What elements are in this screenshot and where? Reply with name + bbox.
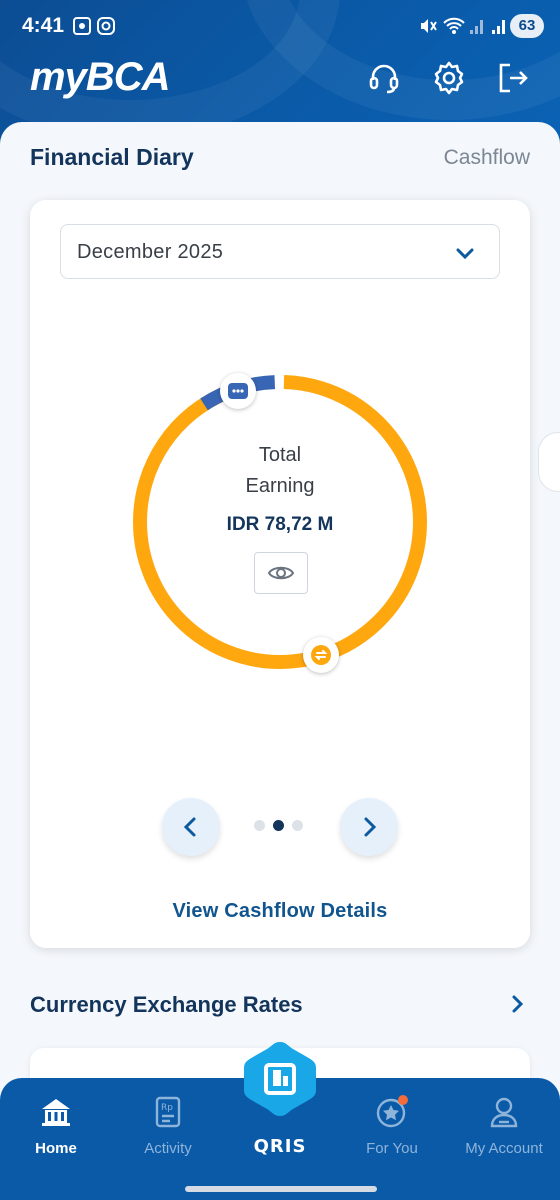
section-title-currency: Currency Exchange Rates xyxy=(30,992,303,1017)
battery-indicator: 63 xyxy=(510,14,544,38)
notification-dot xyxy=(398,1095,408,1105)
previous-button[interactable] xyxy=(162,798,220,856)
signal-icon xyxy=(468,16,486,41)
mute-icon xyxy=(418,16,438,41)
transfer-icon xyxy=(311,645,331,665)
next-button[interactable] xyxy=(340,798,398,856)
pager-dot xyxy=(254,820,265,831)
support-button[interactable] xyxy=(364,58,404,98)
nav-for-you[interactable]: For You xyxy=(337,1094,447,1157)
nav-home[interactable]: Home xyxy=(1,1094,111,1157)
pager-dot-active xyxy=(273,820,284,831)
chevron-right-icon xyxy=(364,817,377,837)
status-bar: 4:41 63 xyxy=(0,0,560,52)
instagram-icon xyxy=(96,16,116,41)
svg-text:Rp: Rp xyxy=(161,1103,173,1113)
toggle-visibility-button[interactable] xyxy=(254,552,308,594)
logout-icon xyxy=(499,63,528,93)
donut-center: Total Earning IDR 78,72 M xyxy=(130,440,430,536)
view-cashflow-details-link[interactable]: View Cashflow Details xyxy=(172,900,388,922)
financial-diary-card: December 2025 Total Earning IDR 78,72 M xyxy=(30,200,530,948)
main-content: Financial Diary Cashflow December 2025 T… xyxy=(0,122,560,1200)
donut-label: Total xyxy=(258,444,302,466)
category-badge-earning[interactable] xyxy=(303,637,339,673)
section-title-financial-diary: Financial Diary xyxy=(30,144,194,170)
selected-month: December 2025 xyxy=(77,241,224,263)
more-icon xyxy=(228,383,248,399)
total-earning-amount: IDR 78,72 M xyxy=(226,514,334,535)
pager-dot xyxy=(292,820,303,831)
star-icon xyxy=(376,1095,408,1128)
gear-icon xyxy=(434,61,464,95)
activity-icon: Rp xyxy=(155,1096,181,1128)
qris-scan-button[interactable] xyxy=(241,1040,319,1118)
account-icon xyxy=(490,1097,518,1128)
chevron-down-icon xyxy=(456,248,474,260)
donut-segment-earning xyxy=(133,375,427,669)
nav-activity[interactable]: Rp Activity xyxy=(113,1094,223,1157)
next-card-peek xyxy=(538,432,560,492)
app-header: 4:41 63 myBCA xyxy=(0,0,560,150)
logout-button[interactable] xyxy=(492,58,532,98)
gesture-bar xyxy=(185,1186,377,1192)
status-time: 4:41 xyxy=(22,14,65,37)
headset-icon xyxy=(369,64,399,94)
qris-icon xyxy=(264,1063,296,1095)
screenshot-icon xyxy=(72,16,92,41)
svg-text:QRIS: QRIS xyxy=(254,1136,307,1157)
wifi-icon xyxy=(443,16,465,41)
signal-icon xyxy=(490,16,508,41)
home-icon xyxy=(42,1099,70,1126)
qris-logo: QRIS xyxy=(254,1136,307,1157)
eye-icon xyxy=(267,566,295,580)
tab-cashflow[interactable]: Cashflow xyxy=(443,146,530,169)
donut-label: Earning xyxy=(245,475,315,497)
settings-button[interactable] xyxy=(429,58,469,98)
cashflow-donut-chart xyxy=(133,375,427,669)
app-logo: myBCA xyxy=(30,55,170,99)
chevron-left-icon xyxy=(183,817,196,837)
pager-dots xyxy=(254,820,303,831)
nav-my-account[interactable]: My Account xyxy=(449,1094,559,1157)
category-badge-other[interactable] xyxy=(220,373,256,409)
chevron-right-icon[interactable] xyxy=(510,994,526,1014)
month-dropdown[interactable]: December 2025 xyxy=(60,224,500,279)
